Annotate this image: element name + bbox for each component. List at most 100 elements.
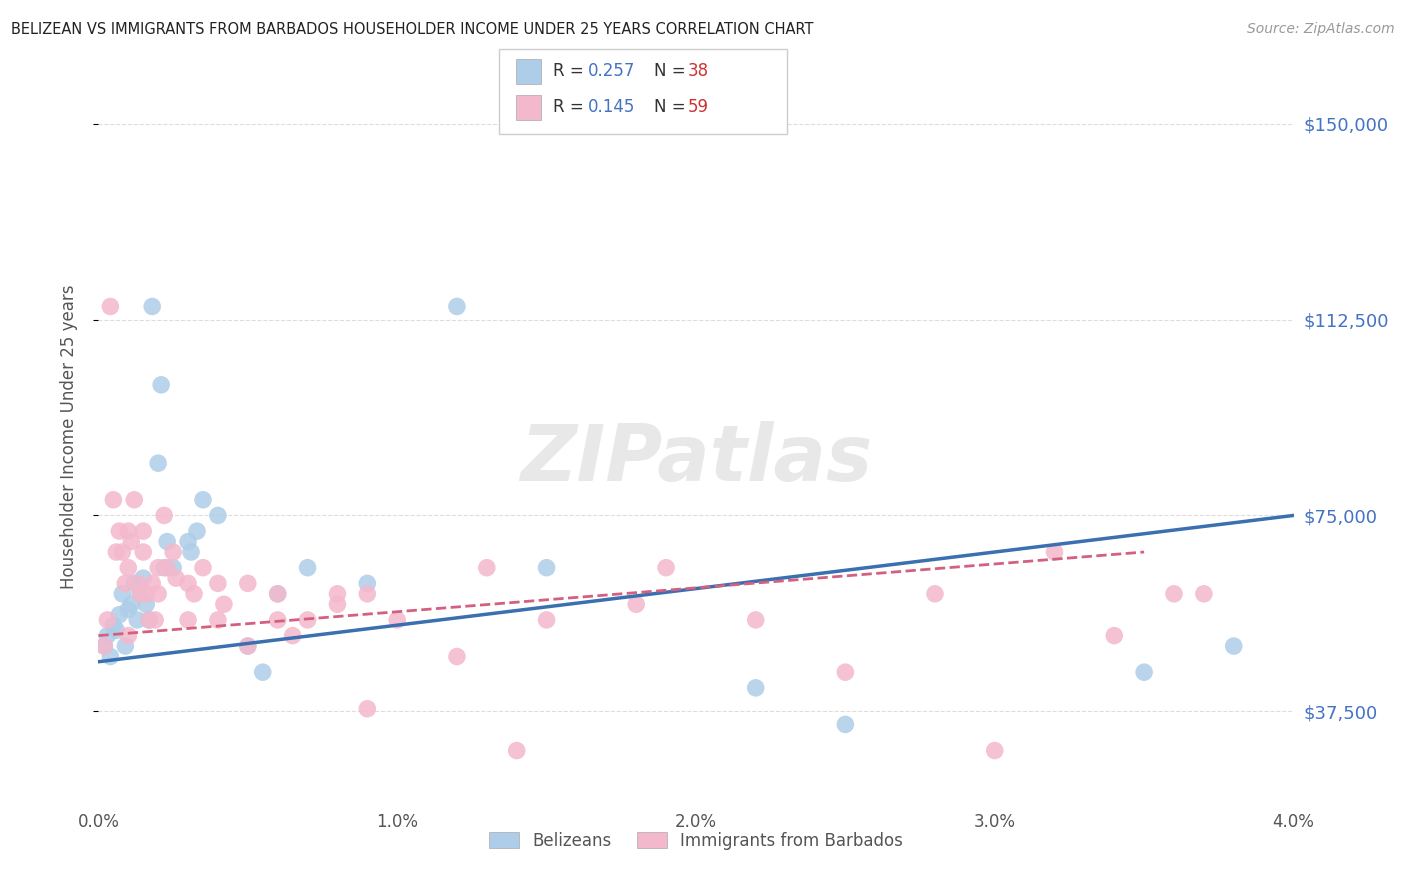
Point bbox=[129, 587, 152, 601]
Point bbox=[108, 607, 131, 622]
Point bbox=[177, 613, 200, 627]
Point bbox=[129, 587, 152, 601]
Text: BELIZEAN VS IMMIGRANTS FROM BARBADOS HOUSEHOLDER INCOME UNDER 25 YEARS CORRELATI: BELIZEAN VS IMMIGRANTS FROM BARBADOS HOU… bbox=[11, 22, 814, 37]
Text: ZIPatlas: ZIPatlas bbox=[520, 421, 872, 497]
Point bbox=[297, 560, 319, 574]
Point bbox=[105, 545, 128, 559]
Point bbox=[124, 576, 146, 591]
Point bbox=[834, 665, 856, 680]
Point bbox=[120, 597, 142, 611]
Point bbox=[356, 576, 378, 591]
Point bbox=[297, 613, 319, 627]
Point bbox=[475, 560, 498, 574]
Point bbox=[385, 613, 409, 627]
Point bbox=[135, 587, 157, 601]
Point bbox=[135, 597, 157, 611]
Point bbox=[117, 524, 139, 538]
Point bbox=[626, 597, 648, 611]
Point bbox=[834, 717, 856, 731]
Point bbox=[1104, 629, 1126, 643]
Point bbox=[111, 587, 134, 601]
Point bbox=[93, 639, 115, 653]
Point bbox=[105, 624, 128, 638]
Point bbox=[132, 571, 155, 585]
Point bbox=[103, 618, 125, 632]
Text: 59: 59 bbox=[688, 98, 709, 116]
Point bbox=[207, 613, 229, 627]
Point bbox=[150, 377, 173, 392]
Point bbox=[1223, 639, 1246, 653]
Point bbox=[148, 560, 170, 574]
Y-axis label: Householder Income Under 25 years: Householder Income Under 25 years bbox=[59, 285, 77, 590]
Point bbox=[114, 639, 136, 653]
Point bbox=[745, 681, 768, 695]
Point bbox=[536, 613, 558, 627]
Point bbox=[191, 560, 214, 574]
Point bbox=[124, 492, 146, 507]
Point bbox=[120, 534, 142, 549]
Point bbox=[924, 587, 946, 601]
Point bbox=[236, 639, 259, 653]
Point bbox=[252, 665, 274, 680]
Point bbox=[177, 576, 200, 591]
Point bbox=[1163, 587, 1185, 601]
Point bbox=[111, 545, 134, 559]
Point bbox=[267, 587, 290, 601]
Point bbox=[183, 587, 205, 601]
Point bbox=[138, 613, 160, 627]
Point bbox=[191, 492, 214, 507]
Point bbox=[132, 524, 155, 538]
Point bbox=[117, 560, 139, 574]
Text: Source: ZipAtlas.com: Source: ZipAtlas.com bbox=[1247, 22, 1395, 37]
Point bbox=[156, 534, 179, 549]
Point bbox=[446, 300, 468, 314]
Point bbox=[267, 613, 290, 627]
Point bbox=[212, 597, 235, 611]
Point bbox=[108, 524, 131, 538]
Point bbox=[1043, 545, 1066, 559]
Point bbox=[536, 560, 558, 574]
Point bbox=[446, 649, 468, 664]
Point bbox=[114, 576, 136, 591]
Point bbox=[236, 639, 259, 653]
Point bbox=[153, 508, 176, 523]
Point bbox=[207, 576, 229, 591]
Point bbox=[103, 492, 125, 507]
Point bbox=[207, 508, 229, 523]
Point bbox=[93, 639, 115, 653]
Text: N =: N = bbox=[654, 98, 690, 116]
Point bbox=[1192, 587, 1215, 601]
Point bbox=[156, 560, 179, 574]
Text: R =: R = bbox=[553, 62, 589, 80]
Point bbox=[177, 534, 200, 549]
Point bbox=[96, 613, 118, 627]
Point bbox=[96, 629, 118, 643]
Point bbox=[506, 743, 529, 757]
Point bbox=[132, 545, 155, 559]
Legend: Belizeans, Immigrants from Barbados: Belizeans, Immigrants from Barbados bbox=[482, 825, 910, 856]
Text: R =: R = bbox=[553, 98, 589, 116]
Point bbox=[127, 613, 149, 627]
Point bbox=[1133, 665, 1156, 680]
Point bbox=[141, 576, 163, 591]
Point bbox=[127, 576, 149, 591]
Point bbox=[141, 300, 163, 314]
Point bbox=[326, 597, 349, 611]
Point bbox=[180, 545, 202, 559]
Point bbox=[326, 587, 349, 601]
Point bbox=[984, 743, 1007, 757]
Point bbox=[655, 560, 678, 574]
Point bbox=[117, 602, 139, 616]
Point bbox=[98, 300, 122, 314]
Point bbox=[98, 649, 122, 664]
Point bbox=[186, 524, 208, 538]
Point bbox=[153, 560, 176, 574]
Point bbox=[148, 456, 170, 470]
Point bbox=[162, 545, 184, 559]
Point bbox=[281, 629, 304, 643]
Point bbox=[117, 629, 139, 643]
Point bbox=[356, 702, 378, 716]
Point bbox=[162, 560, 184, 574]
Point bbox=[143, 613, 166, 627]
Point bbox=[745, 613, 768, 627]
